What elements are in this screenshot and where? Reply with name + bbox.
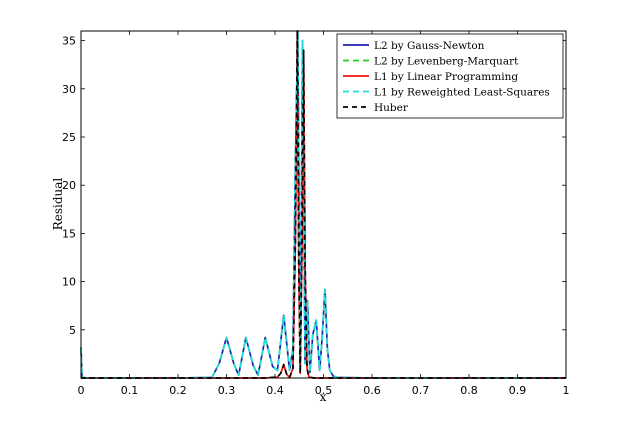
y-tick-label: 15 xyxy=(62,227,76,240)
legend-label-5: Huber xyxy=(374,102,409,114)
x-tick-label: 0.6 xyxy=(363,384,381,397)
legend-box xyxy=(336,33,564,119)
ticks-layer: 0 0.1 0.2 0.3 0.4 0.5 0.6 0.7 0.8 0.9 151015202530… xyxy=(62,31,570,397)
x-tick-label: 0.4 xyxy=(266,384,284,397)
y-tick-label: 5 xyxy=(69,324,76,337)
legend-label-1: L2 by Gauss-Newton xyxy=(374,40,485,52)
x-tick-label: 0.7 xyxy=(412,384,430,397)
legend-label-4: L1 by Reweighted Least-Squares xyxy=(374,86,550,98)
x-tick-label: 0.5 xyxy=(315,384,333,397)
series-line-5 xyxy=(81,30,566,379)
y-tick-label: 35 xyxy=(62,35,76,48)
x-tick-label: 0.1 xyxy=(121,384,139,397)
y-tick-label: 10 xyxy=(62,276,76,289)
y-axis-label: Residual xyxy=(51,178,65,231)
x-tick-label: 0.2 xyxy=(169,384,187,397)
y-tick-label: 20 xyxy=(62,179,76,192)
y-tick-label: 30 xyxy=(62,83,76,96)
x-tick-label: 1 xyxy=(563,384,570,397)
x-axis-label: x xyxy=(320,390,327,404)
x-tick-label: 0.9 xyxy=(509,384,527,397)
legend-label-3: L1 by Linear Programming xyxy=(374,71,518,83)
x-tick-label: 0.3 xyxy=(218,384,236,397)
legend: L2 by Gauss-Newton L2 by Levenberg-Marqua… xyxy=(336,33,564,119)
x-tick-label: 0.8 xyxy=(460,384,478,397)
y-tick-label: 25 xyxy=(62,131,76,144)
x-tick-label: 0 xyxy=(78,384,85,397)
legend-label-2: L2 by Levenberg-Marquart xyxy=(374,55,519,67)
